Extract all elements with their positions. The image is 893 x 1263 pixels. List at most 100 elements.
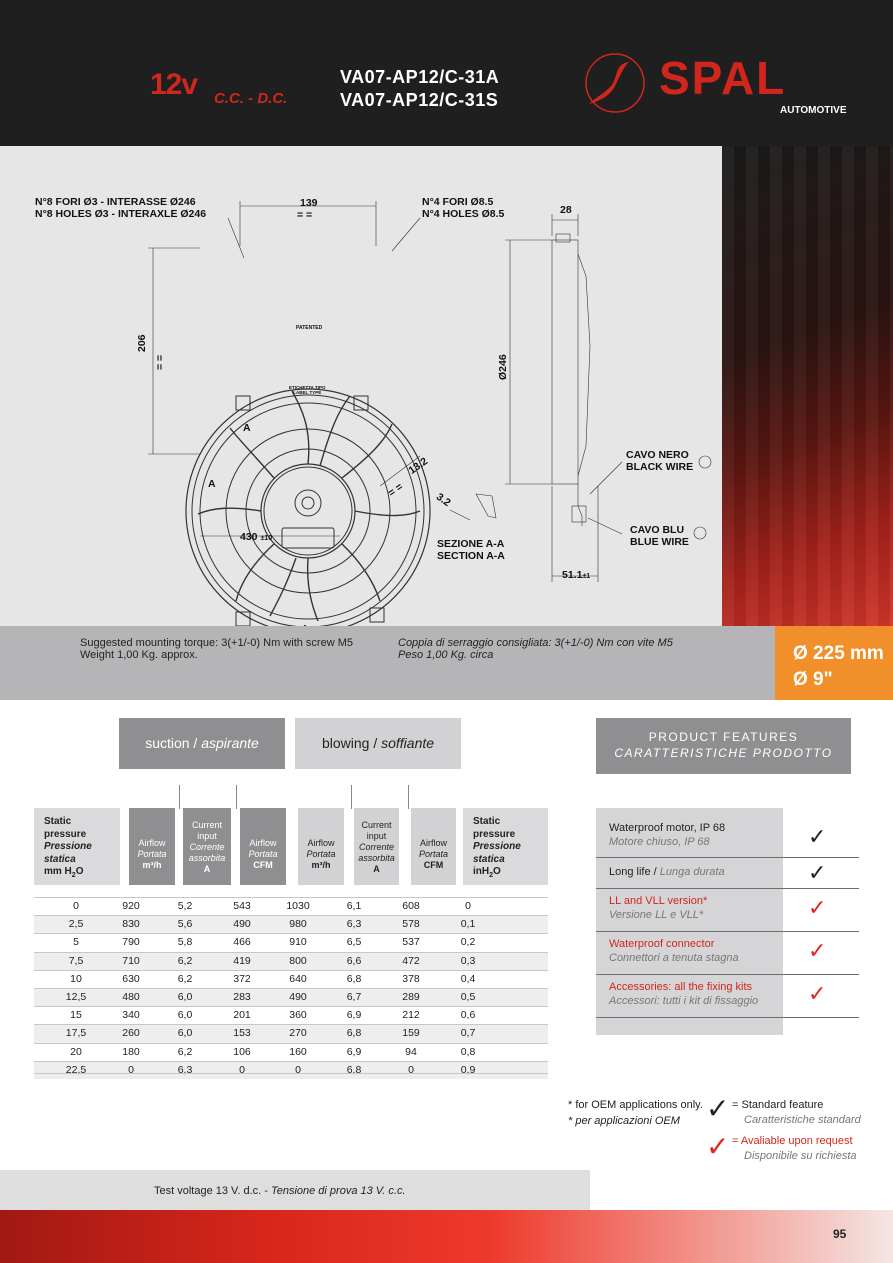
table-cell: 0 [408,1063,414,1076]
dim-246: Ø246 [497,354,509,380]
dim-430: 430 ±10 [240,531,273,543]
table-row: 0 920 5,2 543 1030 6,1 608 0 [34,897,548,915]
mounting-info-en: Suggested mounting torque: 3(+1/-0) Nm w… [80,637,353,661]
legend-request-it: Disponibile su richiesta [744,1150,857,1162]
table-cell: 640 [289,972,307,985]
feature-row: Waterproof motor, IP 68 Motore chiuso, I… [596,812,859,858]
feature-row: Accessories: all the fixing kits Accesso… [596,975,859,1018]
col-header-airflow-cfm-blowing: Airflow Portata CFM [411,808,456,885]
oem-note-en: * for OEM applications only. [568,1099,703,1111]
table-cell: 372 [233,972,251,985]
weight-it: Peso 1,00 Kg. circa [398,649,494,661]
current-type: C.C. - D.C. [214,90,288,107]
col-header-static-mm: Static pressure Pressione statica mm H2O [34,808,120,885]
test-voltage-band [0,1170,590,1210]
torque-en: Suggested mounting torque: 3(+1/-0) Nm w… [80,637,353,649]
check-icon: ✓ [808,938,827,963]
table-cell: 0,6 [460,1009,476,1022]
technical-drawing-area [0,146,722,626]
table-cell: 710 [122,954,140,967]
table-row: 22,5 0 6,3 0 0 6,8 0 0,9 [34,1060,548,1079]
table-cell: 0,5 [460,990,476,1003]
table-cell: 360 [289,1009,307,1022]
table-cell: 10 [70,972,82,985]
table-cell: 212 [402,1009,420,1022]
info-band [0,626,775,700]
table-cell: 6,6 [346,954,362,967]
performance-table: 0 920 5,2 543 1030 6,1 608 0 2,5 830 5,6 490 980 6,3 5… [34,897,548,1079]
blue-wire-label-it: CAVO BLU [630,524,685,536]
column-divider [179,785,180,809]
section-label-it: SEZIONE A-A [437,538,505,550]
feature-en: Waterproof motor, IP 68 [609,822,726,834]
table-cell: 6,7 [346,990,362,1003]
features-panel [596,808,783,1035]
check-icon: ✓ [808,860,827,885]
section-marker-top: A [243,422,251,434]
oem-note-it: * per applicazioni OEM [568,1115,680,1127]
table-cell: 0 [128,1063,134,1076]
table-row: 20 180 6,2 106 160 6,9 94 0,8 [34,1042,548,1061]
table-cell: 830 [122,918,140,931]
size-inch: Ø 9" [793,669,833,690]
size-mm: Ø 225 mm [793,643,884,664]
label-type-mark: ETICHETTA TIPO LABEL TYPE [289,385,326,395]
table-cell: 6,2 [177,1045,193,1058]
table-cell: 7,5 [68,954,84,967]
table-row: 2,5 830 5,6 490 980 6,3 578 0,1 [34,915,548,934]
table-cell: 0,4 [460,972,476,985]
table-row: 5 790 5,8 466 910 6,5 537 0,2 [34,933,548,951]
table-cell: 153 [233,1027,251,1040]
table-cell: 106 [233,1045,251,1058]
table-cell: 578 [402,918,420,931]
feature-row: Long life / Lunga durata ✓ [596,858,859,889]
torque-it: Coppia di serraggio consigliata: 3(+1/-0… [398,637,673,649]
table-cell: 466 [233,936,251,949]
table-cell: 0,9 [460,1063,476,1076]
page-number: 95 [833,1227,847,1241]
table-cell: 543 [233,900,251,912]
col-header-airflow-m3h-blowing: Airflow Portata m³/h [298,808,344,885]
feature-row: Waterproof connector Connettori a tenuta… [596,932,859,975]
table-row: 17,5 260 6,0 153 270 6,8 159 0,7 [34,1024,548,1043]
check-icon: ✓ [808,824,827,849]
table-cell: 6,9 [346,1045,362,1058]
table-cell: 980 [289,918,307,931]
feature-row: LL and VLL version* Versione LL e VLL* ✓ [596,889,859,932]
table-cell: 0 [465,900,471,912]
table-cell: 270 [289,1027,307,1040]
table-cell: 160 [289,1045,307,1058]
table-cell: 0 [73,900,79,912]
feature-it: Accessori: tutti i kit di fissaggio [609,995,759,1007]
table-row: 10 630 6,2 372 640 6,8 378 0,4 [34,969,548,988]
suction-header: suction / aspirante [119,718,285,769]
black-wire-label-it: CAVO NERO [626,449,689,461]
table-cell: 0,8 [460,1045,476,1058]
table-cell: 94 [405,1045,417,1058]
table-cell: 6,2 [177,972,193,985]
blowing-header: blowing / soffiante [295,718,461,769]
brand-sub: AUTOMOTIVE [780,105,847,116]
spal-logo: SPAL AUTOMOTIVE [585,52,847,116]
legend-check-red-icon: ✓ [706,1131,730,1162]
section-marker-bottom: A [208,478,216,490]
table-cell: 378 [402,972,420,985]
table-cell: 283 [233,990,251,1003]
col-header-current-blowing: Current input Corrente assorbita A [354,808,399,885]
feature-en: Waterproof connector [609,938,715,950]
holes-small-label-it: N°8 FORI Ø3 - INTERASSE Ø246 [35,196,196,208]
table-cell: 480 [122,990,140,1003]
table-cell: 0,7 [460,1027,476,1040]
table-cell: 6,2 [177,954,193,967]
size-badge [775,626,893,700]
table-cell: 6,5 [346,936,362,949]
check-icon: ✓ [808,981,827,1006]
dim-28: 28 [560,204,572,216]
test-voltage: Test voltage 13 V. d.c. - Tensione di pr… [154,1185,406,1197]
col-header-airflow-cfm-suction: Airflow Portata CFM [240,808,286,885]
table-cell: 6,0 [177,1009,193,1022]
table-row: 7,5 710 6,2 419 800 6,6 472 0,3 [34,951,548,970]
table-cell: 800 [289,954,307,967]
technical-drawing [148,201,712,626]
column-divider [351,785,352,809]
